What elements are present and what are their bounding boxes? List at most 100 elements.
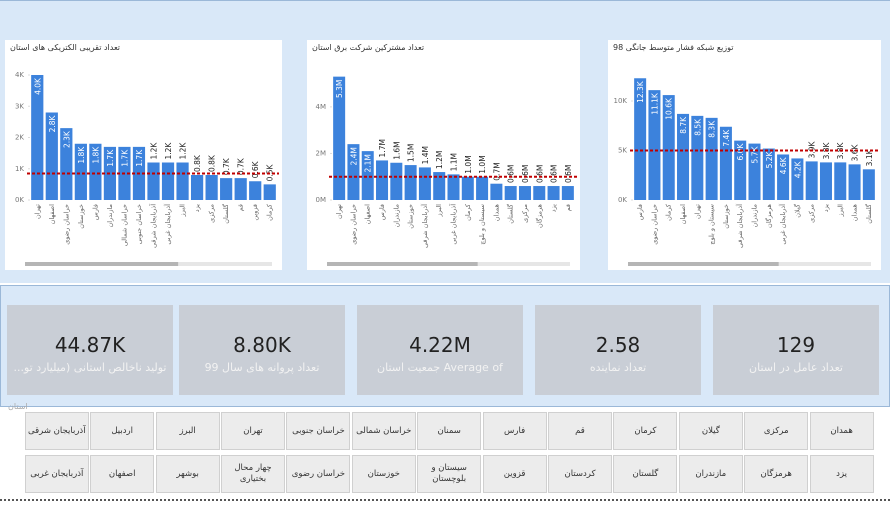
bar [447, 174, 460, 200]
data-label: 1.0M [464, 155, 473, 173]
data-label: 1.7K [120, 149, 129, 167]
slicer-title: استان [8, 402, 28, 411]
data-label: 0.6M [521, 165, 530, 183]
kpi-label: تعداد نماینده [589, 361, 647, 374]
x-tick-label: مازندران [392, 204, 400, 228]
slicer-button[interactable]: آذربایجان شرقی [24, 412, 89, 450]
x-tick-label: هرمزگان [535, 203, 543, 228]
data-label: 1.8K [77, 146, 86, 164]
data-label: 3.6K [851, 143, 860, 161]
slicer-button[interactable]: سمنان [417, 412, 482, 450]
scrollbar-thumb [327, 262, 478, 266]
slicer-button[interactable]: خراسان جنوبی [286, 412, 351, 450]
x-tick-label: یزد [550, 204, 558, 212]
x-tick-label: کرمان [665, 203, 673, 221]
slicer-button[interactable]: اصفهان [90, 455, 155, 493]
slicer-button[interactable]: مرکزی [744, 412, 809, 450]
data-label: 3.9K [808, 140, 817, 158]
kpi-card: 44.87K تولید ناخالص استانی (میلیارد تو... [7, 305, 173, 395]
bar [263, 184, 276, 200]
data-label: 0.6M [564, 165, 573, 183]
x-tick-label: گلستان [865, 203, 873, 224]
slicer-button[interactable]: هرمزگان [744, 455, 809, 493]
y-tick-label: 0K [15, 196, 24, 204]
data-label: 12.3K [636, 80, 645, 103]
data-label: 1.2K [150, 142, 159, 160]
slicer-button[interactable]: گیلان [678, 412, 743, 450]
x-tick-label: خراسان رضوی [650, 204, 658, 245]
data-label: 1.7K [106, 149, 115, 167]
slicer-button[interactable]: خوزستان [351, 455, 416, 493]
x-tick-label: فارس [636, 204, 644, 220]
x-tick-label: یزد [193, 204, 201, 212]
bar [361, 151, 374, 200]
slicer-button[interactable]: خراسان شمالی [351, 412, 416, 450]
slicer-button[interactable]: چهار محال بختیاری [221, 455, 285, 493]
kpi-label: تولید ناخالص استانی (میلیارد تو... [13, 361, 167, 374]
x-tick-label: کرمان [464, 203, 472, 221]
bar [561, 186, 574, 200]
slicer-button[interactable]: همدان [809, 412, 874, 450]
bar [390, 162, 403, 200]
slicer-button[interactable]: مازندران [678, 455, 743, 493]
slicer-button[interactable]: کرمان [613, 412, 678, 450]
x-tick-label: مرکزی [208, 204, 216, 223]
slicer-button[interactable]: سیستان و بلوچستان [417, 455, 482, 493]
y-tick-label: 2K [15, 134, 24, 142]
data-label: 5.2K [765, 150, 774, 168]
slicer-button[interactable]: البرز [155, 412, 220, 450]
slicer-button[interactable]: فارس [482, 412, 547, 450]
bar [433, 172, 446, 200]
x-tick-label: اصفهان [48, 204, 56, 225]
bar [819, 162, 832, 200]
x-tick-label: فارس [378, 204, 386, 220]
x-tick-label: خراسان رضوی [62, 204, 70, 245]
bar [490, 183, 503, 200]
x-tick-label: گلستان [507, 203, 515, 224]
x-tick-label: همدان [851, 203, 859, 221]
bar [634, 78, 647, 200]
slicer-button[interactable]: تهران [221, 412, 285, 450]
slicer-button[interactable]: بوشهر [155, 455, 220, 493]
slicer-button[interactable]: قم [548, 412, 612, 450]
data-label: 7.4K [722, 129, 731, 147]
data-label: 5.7K [751, 146, 760, 164]
x-tick-label: البرز [179, 204, 187, 218]
slicer-button[interactable]: قزوین [482, 455, 547, 493]
scrollbar-thumb [25, 262, 179, 266]
bar [31, 75, 44, 200]
x-tick-label: آذربایجان غربی [163, 203, 172, 245]
x-tick-label: گلستان [222, 203, 230, 224]
x-tick-label: تهران [335, 204, 343, 219]
x-tick-label: البرز [435, 204, 443, 218]
data-label: 2.4M [349, 147, 358, 165]
data-label: 2.3K [62, 130, 71, 148]
slicer-button[interactable]: خراسان رضوی [286, 455, 351, 493]
x-tick-label: قزوین [251, 204, 259, 221]
data-label: 1.5M [407, 144, 416, 162]
data-label: 0.6M [550, 165, 559, 183]
y-tick-label: 5K [618, 147, 627, 155]
kpi-label: Average of جمعیت استان [377, 361, 503, 374]
x-tick-label: مازندران [106, 204, 114, 228]
kpi-value: 4.22M [409, 333, 471, 357]
slicer-button[interactable]: یزد [809, 455, 874, 493]
data-label: 0.8K [193, 154, 202, 172]
x-tick-label: خراسان جنوبی [135, 204, 143, 244]
data-label: 8.7K [679, 116, 688, 134]
bar [848, 164, 861, 200]
data-label: 1.2M [435, 151, 444, 169]
slicer-button[interactable]: آذربایجان غربی [24, 455, 89, 493]
separator [0, 499, 890, 501]
slicer-button[interactable]: گلستان [613, 455, 678, 493]
slicer-button[interactable]: اردبیل [90, 412, 155, 450]
kpi-value: 44.87K [54, 333, 126, 357]
data-label: 0.7M [492, 162, 501, 180]
bar [220, 178, 233, 200]
data-label: 1.4M [421, 146, 430, 164]
bar [834, 162, 847, 200]
x-tick-label: تهران [693, 204, 701, 219]
data-label: 10.6K [665, 97, 674, 120]
bar [476, 176, 489, 200]
slicer-button[interactable]: کردستان [548, 455, 612, 493]
